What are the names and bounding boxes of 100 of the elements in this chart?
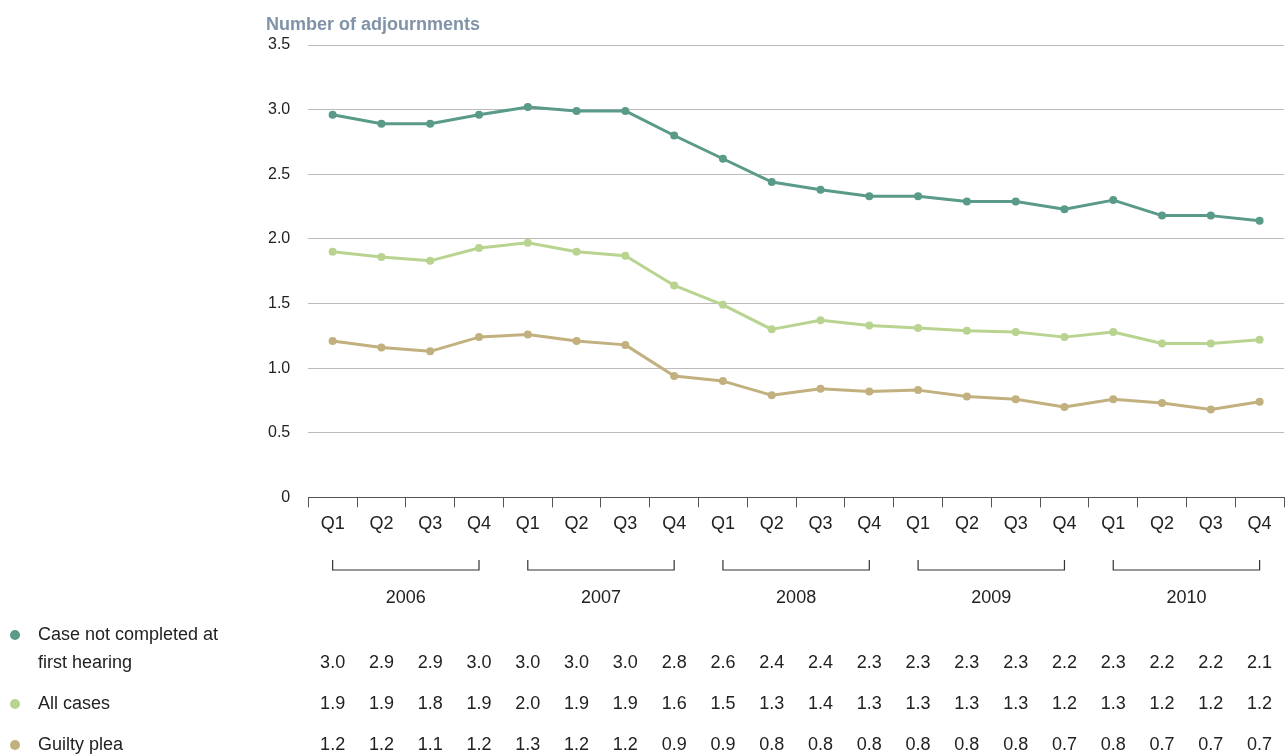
point bbox=[426, 347, 435, 356]
x-tick-label: Q4 bbox=[857, 513, 882, 534]
point bbox=[621, 340, 630, 349]
data-label: 0.7 bbox=[1051, 733, 1077, 754]
y-tick-label: 0.5 bbox=[267, 423, 291, 441]
data-label: 0.8 bbox=[1003, 733, 1029, 754]
point bbox=[962, 392, 971, 401]
y-tick-label: 0 bbox=[281, 487, 291, 505]
data-label: 2.9 bbox=[368, 651, 394, 672]
point bbox=[767, 325, 776, 334]
point bbox=[767, 391, 776, 400]
point bbox=[718, 154, 727, 163]
point bbox=[865, 192, 874, 201]
data-label: 1.9 bbox=[564, 692, 590, 713]
point bbox=[328, 337, 337, 345]
data-label: 1.3 bbox=[856, 692, 882, 713]
data-label: 1.3 bbox=[1100, 692, 1126, 713]
y-tick-label: 1.5 bbox=[267, 293, 291, 311]
data-label: 1.2 bbox=[1149, 692, 1175, 713]
point bbox=[328, 110, 337, 119]
data-label: 1.3 bbox=[759, 692, 785, 713]
point bbox=[1158, 211, 1167, 220]
data-label: 2.9 bbox=[417, 651, 443, 672]
x-tick-label: Q2 bbox=[954, 513, 979, 534]
point bbox=[1158, 399, 1167, 408]
point bbox=[767, 178, 776, 187]
point bbox=[1206, 339, 1215, 348]
point bbox=[1255, 335, 1264, 344]
point bbox=[1109, 196, 1118, 205]
data-label: 1.2 bbox=[1198, 692, 1224, 713]
data-label: 0.7 bbox=[1149, 733, 1175, 754]
x-tick-label: Q2 bbox=[1150, 513, 1175, 534]
data-label: 1.9 bbox=[466, 692, 492, 713]
data-label: 0.7 bbox=[1247, 733, 1273, 754]
point bbox=[670, 281, 679, 290]
text: 2006 bbox=[385, 586, 426, 607]
x-tick-label: Q1 bbox=[515, 513, 540, 534]
x-tick-label: Q2 bbox=[369, 513, 394, 534]
point bbox=[865, 321, 874, 330]
data-label: 0.8 bbox=[954, 733, 980, 754]
data-label: 1.2 bbox=[320, 733, 346, 754]
x-tick-label: Q3 bbox=[1003, 513, 1028, 534]
x-tick-label: Q3 bbox=[418, 513, 443, 534]
point bbox=[962, 326, 971, 335]
x-tick-label: Q2 bbox=[759, 513, 784, 534]
point bbox=[1206, 211, 1215, 220]
point bbox=[816, 384, 825, 393]
data-label: 0.8 bbox=[759, 733, 785, 754]
point bbox=[718, 300, 727, 309]
point bbox=[670, 131, 679, 140]
data-label: 3.0 bbox=[564, 651, 590, 672]
point bbox=[1255, 216, 1264, 225]
point bbox=[962, 197, 971, 206]
x-tick-label: Q1 bbox=[906, 513, 931, 534]
data-label: 1.3 bbox=[515, 733, 541, 754]
data-label: 1.2 bbox=[368, 733, 394, 754]
data-label: 0.9 bbox=[661, 733, 687, 754]
data-label: 2.2 bbox=[1051, 651, 1077, 672]
data-label: 1.5 bbox=[710, 692, 736, 713]
data-label: 0.8 bbox=[905, 733, 931, 754]
point bbox=[328, 247, 337, 256]
data-label: 2.4 bbox=[808, 651, 834, 672]
point bbox=[1060, 333, 1069, 342]
point bbox=[1109, 327, 1118, 336]
legend-label: Guilty plea bbox=[38, 733, 125, 754]
point bbox=[816, 316, 825, 325]
data-label: 1.2 bbox=[466, 733, 492, 754]
data-label: 2.4 bbox=[759, 651, 785, 672]
point bbox=[1060, 205, 1069, 214]
point bbox=[572, 247, 581, 256]
y-axis-title: Number of adjournments bbox=[266, 13, 481, 34]
point bbox=[1255, 397, 1264, 406]
y-tick-label: 1.0 bbox=[267, 358, 291, 376]
data-label: 2.0 bbox=[515, 692, 541, 713]
data-label: 2.3 bbox=[905, 651, 931, 672]
data-label: 2.2 bbox=[1149, 651, 1175, 672]
y-tick-label: 3.0 bbox=[267, 100, 291, 118]
data-label: 0.8 bbox=[1100, 733, 1126, 754]
data-label: 0.9 bbox=[710, 733, 736, 754]
data-label: 1.1 bbox=[417, 733, 443, 754]
point bbox=[377, 252, 386, 261]
x-tick-label: Q4 bbox=[1052, 513, 1077, 534]
x-tick-label: Q4 bbox=[662, 513, 687, 534]
data-label: 1.3 bbox=[1003, 692, 1029, 713]
legend-label: Case not completed at first hearing bbox=[38, 623, 219, 672]
text: 2010 bbox=[1166, 586, 1207, 607]
data-label: 0.8 bbox=[856, 733, 882, 754]
x-tick-label: Q1 bbox=[710, 513, 735, 534]
data-label: 2.3 bbox=[1003, 651, 1029, 672]
text: 2007 bbox=[580, 586, 621, 607]
point bbox=[1011, 327, 1020, 336]
point bbox=[914, 386, 923, 395]
point bbox=[523, 238, 532, 247]
point bbox=[572, 106, 581, 115]
point bbox=[816, 185, 825, 194]
point bbox=[865, 387, 874, 396]
data-label: 2.3 bbox=[954, 651, 980, 672]
data-label: 2.6 bbox=[710, 651, 736, 672]
data-label: 1.2 bbox=[1051, 692, 1077, 713]
point bbox=[1011, 395, 1020, 404]
